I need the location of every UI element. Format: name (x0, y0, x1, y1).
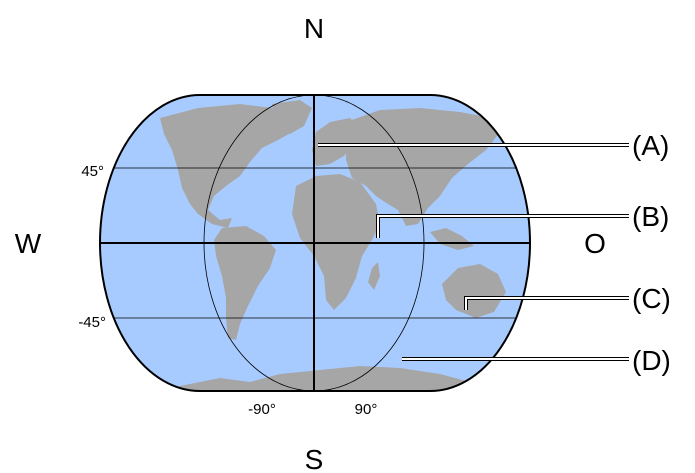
leader-c (464, 296, 629, 310)
callout-label-b: (B) (632, 201, 669, 232)
callout-label-a: (A) (632, 130, 669, 161)
compass-east: O (584, 228, 606, 259)
island-madagascar (368, 262, 380, 290)
continent-greenland (272, 100, 312, 134)
continent-asia (346, 108, 500, 226)
continent-south-america (214, 226, 276, 340)
callout-label-c: (C) (632, 283, 671, 314)
continent-north-america (160, 104, 300, 228)
longitude-label-90-west: -90° (248, 401, 276, 418)
continents (160, 100, 506, 391)
map-outline (99, 94, 531, 392)
compass-north: N (304, 13, 324, 44)
longitude-label-90-east: 90° (355, 401, 378, 418)
latitude-label-45-north: 45° (81, 163, 104, 180)
continent-antarctica (160, 366, 500, 391)
callout-label-d: (D) (632, 345, 671, 376)
latitude-label-45-south: -45° (78, 314, 106, 331)
callout-leaders (318, 143, 629, 361)
leader-b (376, 214, 629, 238)
compass-west: W (15, 228, 42, 259)
continent-australia (442, 264, 506, 318)
compass-south: S (305, 444, 324, 473)
islands-southeast-asia (430, 228, 474, 250)
